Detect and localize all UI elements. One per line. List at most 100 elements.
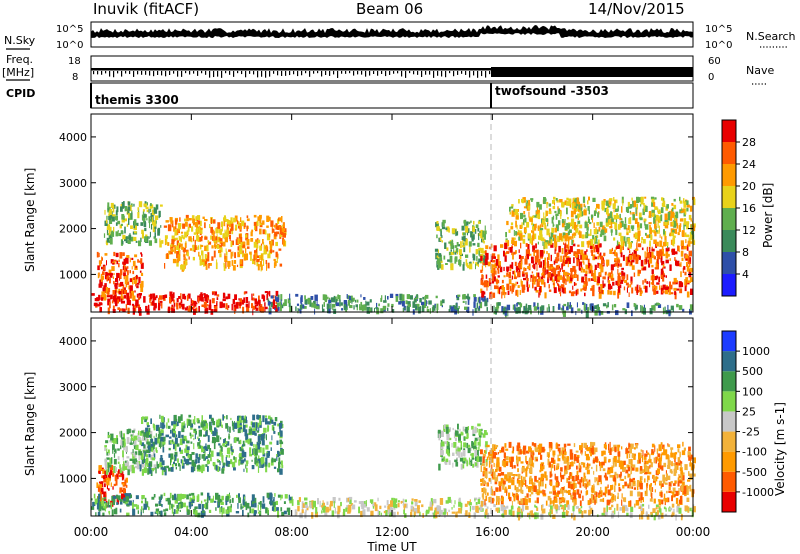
- power-echo-mark: [524, 258, 528, 265]
- velocity-echo-mark: [224, 441, 228, 445]
- power-echo-mark: [485, 280, 488, 288]
- power-echo-mark: [654, 276, 658, 281]
- power-echo-mark: [498, 287, 501, 295]
- power-echo-mark: [256, 220, 259, 227]
- power-echo-mark: [476, 255, 478, 262]
- power-echo-mark: [240, 217, 242, 222]
- power-echo-mark: [587, 216, 590, 223]
- velocity-echo-mark: [143, 467, 147, 474]
- velocity-echo-mark: [216, 432, 218, 438]
- power-echo-mark: [524, 217, 527, 223]
- velocity-echo-mark: [119, 499, 123, 502]
- power-echo-mark: [502, 307, 506, 315]
- velocity-echo-mark: [672, 487, 676, 492]
- power-echo-mark: [496, 268, 499, 271]
- power-echo-mark: [590, 303, 594, 310]
- velocity-echo-mark: [645, 460, 649, 465]
- power-echo-mark: [622, 308, 626, 311]
- velocity-echo-mark: [138, 430, 140, 435]
- velocity-echo-mark: [660, 485, 662, 489]
- velocity-echo-mark: [631, 466, 635, 471]
- power-echo-mark: [569, 236, 572, 240]
- power-echo-mark: [657, 304, 662, 308]
- velocity-echo-mark: [126, 460, 129, 467]
- velocity-echo-mark: [98, 499, 100, 506]
- power-echo-mark: [106, 274, 108, 282]
- nave-dot: [229, 71, 231, 75]
- velocity-echo-mark: [166, 422, 168, 429]
- velocity-echo-mark: [177, 458, 179, 463]
- power-echo-mark: [335, 302, 340, 307]
- velocity-echo-mark: [659, 482, 662, 486]
- power-echo-mark: [526, 278, 529, 282]
- velocity-echo-mark: [253, 510, 257, 514]
- power-echo-mark: [440, 264, 444, 270]
- power-echo-mark: [213, 240, 217, 243]
- velocity-echo-mark: [97, 486, 101, 492]
- power-echo-mark: [597, 256, 600, 260]
- power-echo-mark: [127, 307, 130, 314]
- nave-label: Nave: [746, 64, 774, 77]
- velocity-echo-mark: [490, 456, 494, 463]
- power-echo-mark: [688, 250, 692, 257]
- velocity-echo-mark: [218, 443, 221, 446]
- power-echo-region: [480, 242, 694, 300]
- velocity-echo-mark: [256, 442, 258, 446]
- nave-dot: [253, 71, 255, 75]
- power-echo-mark: [525, 243, 528, 247]
- velocity-echo-mark: [454, 459, 458, 463]
- velocity-echo-mark: [170, 458, 172, 466]
- velocity-echo-mark: [198, 453, 201, 460]
- power-echo-mark: [571, 203, 575, 210]
- power-echo-mark: [567, 217, 569, 220]
- power-echo-mark: [649, 281, 651, 288]
- power-echo-mark: [165, 238, 168, 244]
- power-echo-mark: [264, 230, 267, 235]
- velocity-echo-mark: [207, 496, 209, 503]
- velocity-echo-mark: [512, 492, 514, 497]
- velocity-echo-mark: [413, 506, 415, 512]
- velocity-echo-mark: [96, 498, 100, 504]
- power-echo-mark: [535, 243, 537, 249]
- velocity-echo-mark: [586, 490, 589, 495]
- power-echo-mark: [184, 242, 187, 248]
- velocity-echo-mark: [576, 465, 578, 470]
- power-echo-mark: [288, 302, 291, 308]
- power-echo-mark: [264, 246, 268, 249]
- power-echo-mark: [266, 233, 271, 241]
- velocity-echo-mark: [115, 494, 119, 499]
- power-echo-mark: [225, 261, 227, 269]
- power-echo-mark: [184, 231, 188, 238]
- power-echo-mark: [159, 300, 163, 303]
- power-echo-mark: [215, 262, 218, 270]
- velocity-echo-mark: [219, 461, 221, 466]
- velocity-echo-mark: [560, 467, 563, 472]
- power-echo-mark: [570, 307, 574, 314]
- velocity-echo-mark: [463, 450, 466, 457]
- velocity-echo-mark: [168, 447, 171, 451]
- power-echo-mark: [268, 233, 271, 238]
- power-echo-mark: [114, 282, 118, 289]
- velocity-echo-mark: [153, 435, 155, 439]
- velocity-echo-mark: [155, 467, 157, 474]
- power-echo-mark: [299, 304, 303, 310]
- power-echo-mark: [169, 296, 171, 303]
- power-echo-mark: [264, 306, 266, 313]
- velocity-echo-mark: [477, 437, 480, 440]
- power-echo-mark: [510, 226, 514, 230]
- nave-dot: [245, 71, 247, 78]
- velocity-echo-mark: [594, 496, 598, 504]
- power-echo-mark: [152, 293, 156, 298]
- y-tick-label: 3000: [59, 177, 87, 190]
- power-echo-mark: [550, 243, 554, 248]
- power-echo-mark: [134, 231, 137, 234]
- power-echo-mark: [625, 207, 629, 212]
- power-echo-mark: [600, 255, 603, 260]
- power-echo-mark: [107, 291, 110, 295]
- velocity-echo-mark: [657, 453, 661, 458]
- velocity-echo-mark: [251, 422, 256, 428]
- power-echo-mark: [444, 242, 447, 249]
- velocity-echo-mark: [150, 434, 152, 439]
- power-echo-mark: [132, 295, 136, 301]
- power-echo-mark: [211, 298, 215, 304]
